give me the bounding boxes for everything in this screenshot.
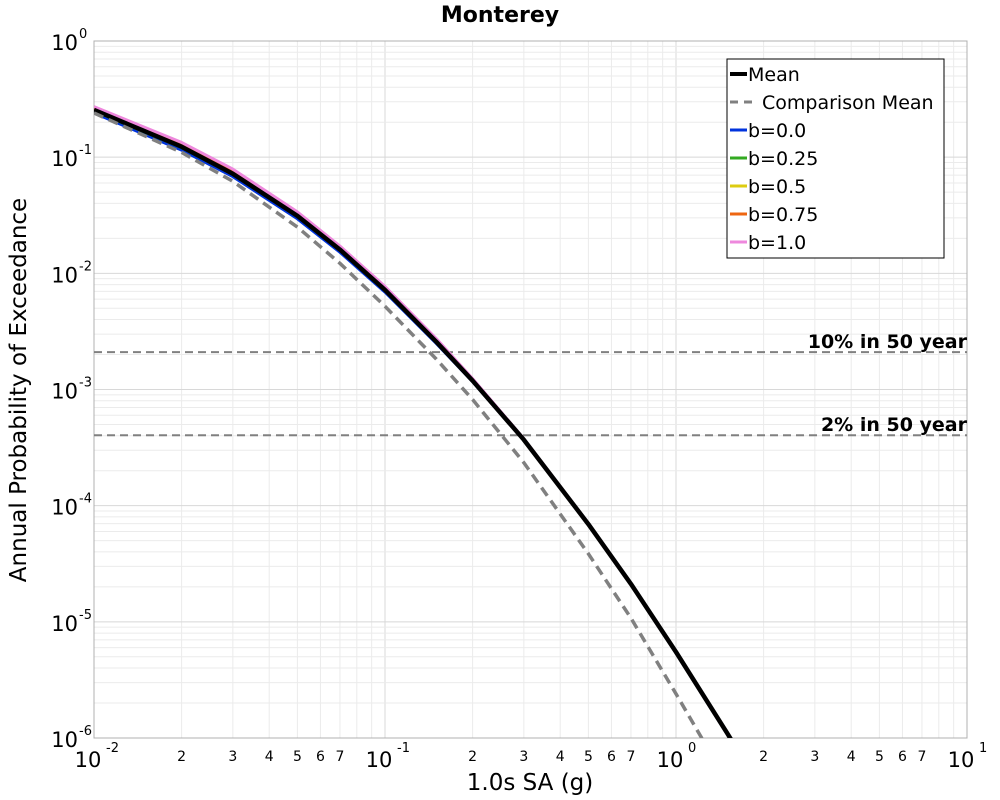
series-line-b-0-0 (94, 111, 732, 738)
series-line-b-0-5 (94, 108, 732, 738)
x-minor-tick-label: 5 (584, 749, 593, 765)
x-minor-tick-label: 5 (875, 749, 884, 765)
x-minor-tick-label: 6 (607, 749, 616, 765)
series-line-mean (94, 107, 733, 738)
series-line-b-0-25 (94, 109, 732, 738)
y-tick-label: 10 (51, 147, 78, 171)
legend-label: b=0.0 (748, 120, 806, 142)
legend-label: b=0.25 (748, 148, 818, 170)
y-tick-exponent: -4 (79, 492, 92, 507)
legend-label: b=0.75 (748, 204, 818, 226)
y-tick-label: 10 (51, 728, 78, 752)
grid (93, 41, 967, 739)
x-tick-label: 10 (657, 748, 684, 772)
x-minor-tick-label: 7 (917, 749, 926, 765)
x-axis-ticks: 10 -2 10 -1 10 0 10 12 3 4 5 6 7 2 3 4 5 6 7 2 3 4 5 6 7 (75, 741, 988, 772)
x-minor-tick-label: 3 (228, 749, 237, 765)
x-tick-exponent: 1 (979, 741, 987, 756)
series-line-comparison-mean (94, 111, 704, 738)
x-minor-tick-label: 7 (626, 749, 635, 765)
series-line-b-0-75 (94, 107, 732, 738)
y-tick-label: 10 (51, 496, 78, 520)
y-tick-exponent: -1 (79, 143, 92, 158)
x-minor-tick-label: 6 (898, 749, 907, 765)
plot-area (93, 40, 968, 739)
y-tick-exponent: 0 (79, 27, 87, 42)
x-minor-tick-label: 4 (265, 749, 274, 765)
y-tick-label: 10 (51, 612, 78, 636)
legend-box (726, 58, 945, 259)
x-minor-tick-label: 3 (519, 749, 528, 765)
x-minor-tick-label: 7 (335, 749, 344, 765)
x-tick-exponent: -2 (106, 741, 119, 756)
y-tick-exponent: -5 (79, 608, 92, 623)
x-minor-tick-label: 3 (810, 749, 819, 765)
y-tick-exponent: -6 (79, 724, 92, 739)
reference-line-label: 2% in 50 year (821, 414, 968, 436)
legend: Mean Comparison Mean b=0.0 b=0.25 b=0.5 b=0.7… (726, 58, 945, 259)
legend-label: b=1.0 (748, 232, 806, 254)
x-minor-tick-label: 4 (556, 749, 565, 765)
series-line-b-1-0 (94, 105, 732, 738)
reference-line-label: 10% in 50 year (808, 331, 968, 353)
y-tick-exponent: -2 (79, 259, 92, 274)
x-tick-label: 10 (948, 748, 975, 772)
x-minor-tick-label: 4 (847, 749, 856, 765)
y-tick-exponent: -3 (79, 376, 92, 391)
y-tick-label: 10 (51, 31, 78, 55)
chart-title: Monterey (441, 3, 559, 28)
x-tick-exponent: 0 (688, 741, 696, 756)
legend-label: Mean (748, 64, 800, 86)
x-axis-label: 1.0s SA (g) (467, 770, 594, 796)
reference-lines: 10% in 50 year 2% in 50 year (94, 331, 968, 437)
x-minor-tick-label: 2 (177, 749, 186, 765)
series-lines (94, 105, 733, 738)
x-minor-tick-label: 2 (759, 749, 768, 765)
y-tick-label: 10 (51, 263, 78, 287)
x-tick-label: 10 (366, 748, 393, 772)
x-minor-tick-label: 2 (468, 749, 477, 765)
y-tick-label: 10 (51, 380, 78, 404)
legend-label: b=0.5 (748, 176, 806, 198)
x-tick-label: 10 (75, 748, 102, 772)
legend-label: Comparison Mean (762, 92, 934, 114)
x-tick-exponent: -1 (397, 741, 410, 756)
x-minor-tick-label: 5 (293, 749, 302, 765)
y-axis-label: Annual Probability of Exceedance (6, 198, 32, 582)
x-minor-tick-label: 6 (316, 749, 325, 765)
